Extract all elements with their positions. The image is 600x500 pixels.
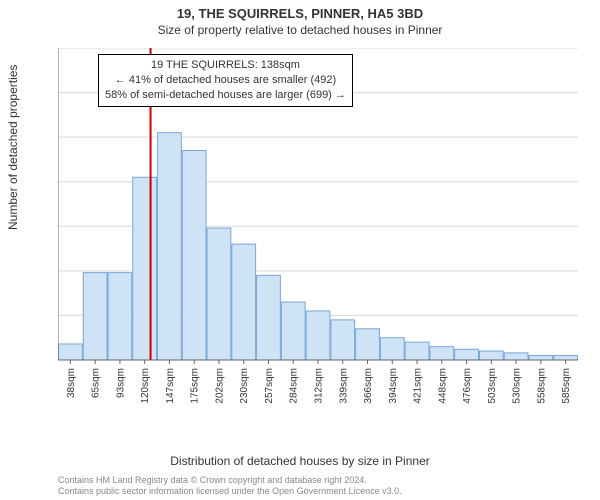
annotation-line3: 58% of semi-detached houses are larger (… xyxy=(105,89,346,101)
plot-area: 05010015020025030035038sqm65sqm93sqm120s… xyxy=(58,48,578,418)
svg-text:558sqm: 558sqm xyxy=(536,368,547,404)
svg-text:230sqm: 230sqm xyxy=(239,368,250,404)
svg-text:284sqm: 284sqm xyxy=(289,368,300,404)
annotation-line1: 19 THE SQUIRRELS: 138sqm xyxy=(151,59,300,71)
chart-subtitle: Size of property relative to detached ho… xyxy=(0,21,600,37)
footer-line2: Contains public sector information licen… xyxy=(58,486,402,496)
annotation-line2: ← 41% of detached houses are smaller (49… xyxy=(115,74,336,86)
svg-text:38sqm: 38sqm xyxy=(66,368,77,398)
svg-text:339sqm: 339sqm xyxy=(338,368,349,404)
svg-text:65sqm: 65sqm xyxy=(91,368,102,398)
footer-line1: Contains HM Land Registry data © Crown c… xyxy=(58,475,367,485)
svg-text:503sqm: 503sqm xyxy=(487,368,498,404)
svg-text:448sqm: 448sqm xyxy=(437,368,448,404)
svg-text:93sqm: 93sqm xyxy=(115,368,126,398)
marker-annotation: 19 THE SQUIRRELS: 138sqm ← 41% of detach… xyxy=(98,54,353,107)
svg-text:585sqm: 585sqm xyxy=(561,368,572,404)
svg-text:394sqm: 394sqm xyxy=(388,368,399,404)
chart-title: 19, THE SQUIRRELS, PINNER, HA5 3BD xyxy=(0,0,600,21)
x-axis-label: Distribution of detached houses by size … xyxy=(0,454,600,468)
svg-text:366sqm: 366sqm xyxy=(363,368,374,404)
svg-text:312sqm: 312sqm xyxy=(314,368,325,404)
svg-text:530sqm: 530sqm xyxy=(512,368,523,404)
svg-text:147sqm: 147sqm xyxy=(165,368,176,404)
svg-text:257sqm: 257sqm xyxy=(264,368,275,404)
svg-text:202sqm: 202sqm xyxy=(214,368,225,404)
svg-text:120sqm: 120sqm xyxy=(140,368,151,404)
chart-container: { "title": "19, THE SQUIRRELS, PINNER, H… xyxy=(0,0,600,500)
footer-text: Contains HM Land Registry data © Crown c… xyxy=(58,475,402,496)
svg-text:421sqm: 421sqm xyxy=(413,368,424,404)
y-axis-label: Number of detached properties xyxy=(6,65,20,230)
svg-text:175sqm: 175sqm xyxy=(190,368,201,404)
svg-text:476sqm: 476sqm xyxy=(462,368,473,404)
